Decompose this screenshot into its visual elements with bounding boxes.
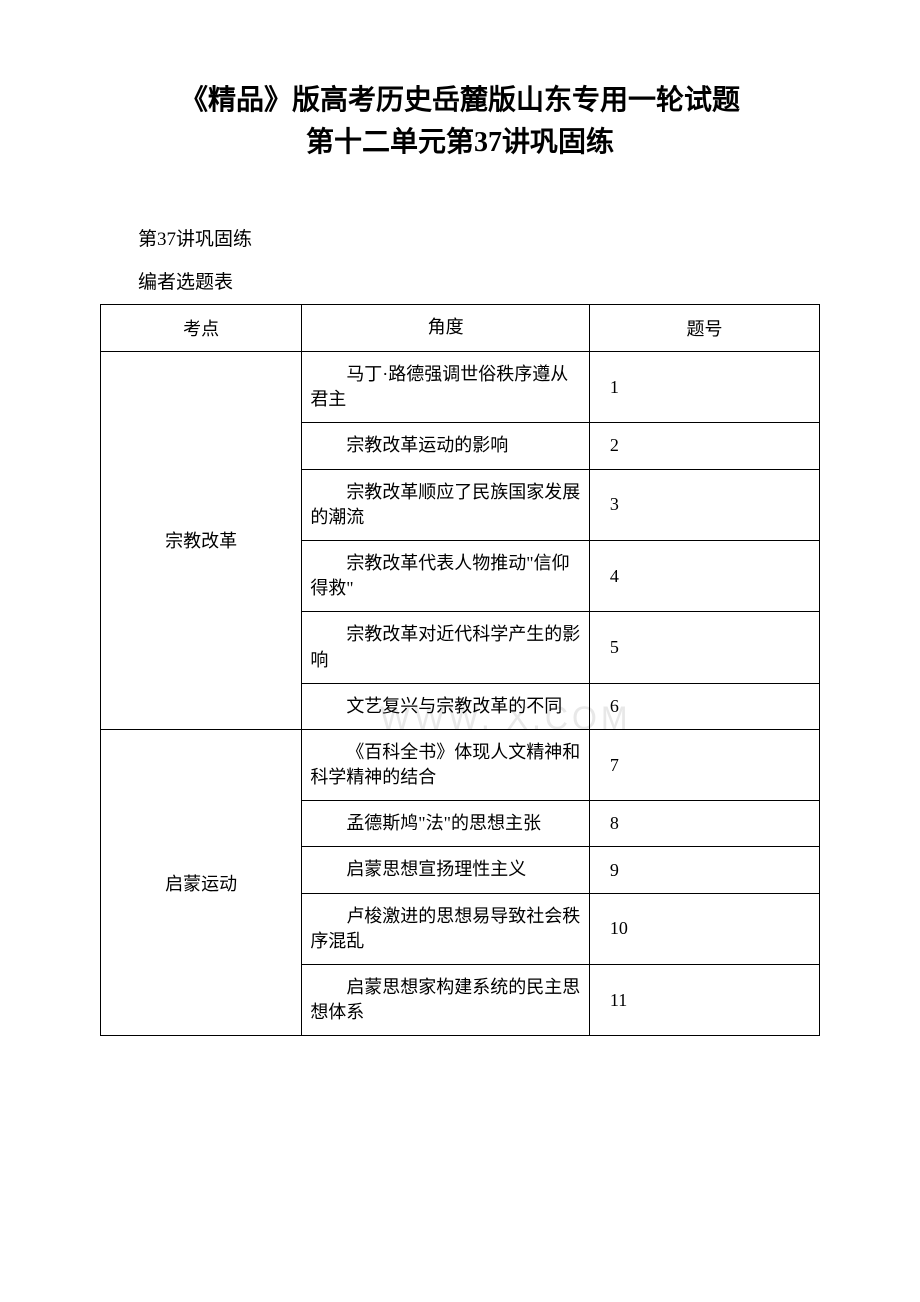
document-title: 《精品》版高考历史岳麓版山东专用一轮试题 第十二单元第37讲巩固练 <box>100 80 820 164</box>
number-cell: 9 <box>589 847 819 893</box>
number-cell: 1 <box>589 352 819 423</box>
selection-table: 考点 角度 题号 宗教改革 马丁·路德强调世俗秩序遵从君主 1 宗教改革运动的影… <box>100 304 820 1036</box>
number-cell: 11 <box>589 965 819 1036</box>
angle-cell: 马丁·路德强调世俗秩序遵从君主 <box>302 352 590 423</box>
topic-cell: 启蒙运动 <box>101 729 302 1036</box>
number-cell: 6 <box>589 683 819 729</box>
table-caption: 编者选题表 <box>100 267 820 294</box>
angle-cell: 启蒙思想家构建系统的民主思想体系 <box>302 965 590 1036</box>
angle-cell: 宗教改革顺应了民族国家发展的潮流 <box>302 469 590 540</box>
table-header-row: 考点 角度 题号 <box>101 305 820 352</box>
header-number: 题号 <box>589 305 819 352</box>
number-cell: 7 <box>589 729 819 800</box>
angle-cell: 《百科全书》体现人文精神和科学精神的结合 <box>302 729 590 800</box>
angle-cell: 孟德斯鸠"法"的思想主张 <box>302 801 590 847</box>
number-cell: 5 <box>589 612 819 683</box>
table-row: 宗教改革 马丁·路德强调世俗秩序遵从君主 1 <box>101 352 820 423</box>
angle-cell: 启蒙思想宣扬理性主义 <box>302 847 590 893</box>
subtitle: 第37讲巩固练 <box>100 224 820 251</box>
number-cell: 3 <box>589 469 819 540</box>
angle-cell: 文艺复兴与宗教改革的不同 <box>302 683 590 729</box>
title-line-2: 第十二单元第37讲巩固练 <box>306 127 614 158</box>
number-cell: 2 <box>589 423 819 469</box>
number-cell: 10 <box>589 893 819 964</box>
title-line-1: 《精品》版高考历史岳麓版山东专用一轮试题 <box>180 85 740 116</box>
header-angle: 角度 <box>302 305 590 352</box>
number-cell: 4 <box>589 540 819 611</box>
page-container: WWW. X.COM 《精品》版高考历史岳麓版山东专用一轮试题 第十二单元第37… <box>100 80 820 1036</box>
angle-cell: 宗教改革代表人物推动"信仰得救" <box>302 540 590 611</box>
angle-cell: 宗教改革对近代科学产生的影响 <box>302 612 590 683</box>
header-topic: 考点 <box>101 305 302 352</box>
angle-cell: 卢梭激进的思想易导致社会秩序混乱 <box>302 893 590 964</box>
table-row: 启蒙运动 《百科全书》体现人文精神和科学精神的结合 7 <box>101 729 820 800</box>
topic-cell: 宗教改革 <box>101 352 302 730</box>
number-cell: 8 <box>589 801 819 847</box>
angle-cell: 宗教改革运动的影响 <box>302 423 590 469</box>
